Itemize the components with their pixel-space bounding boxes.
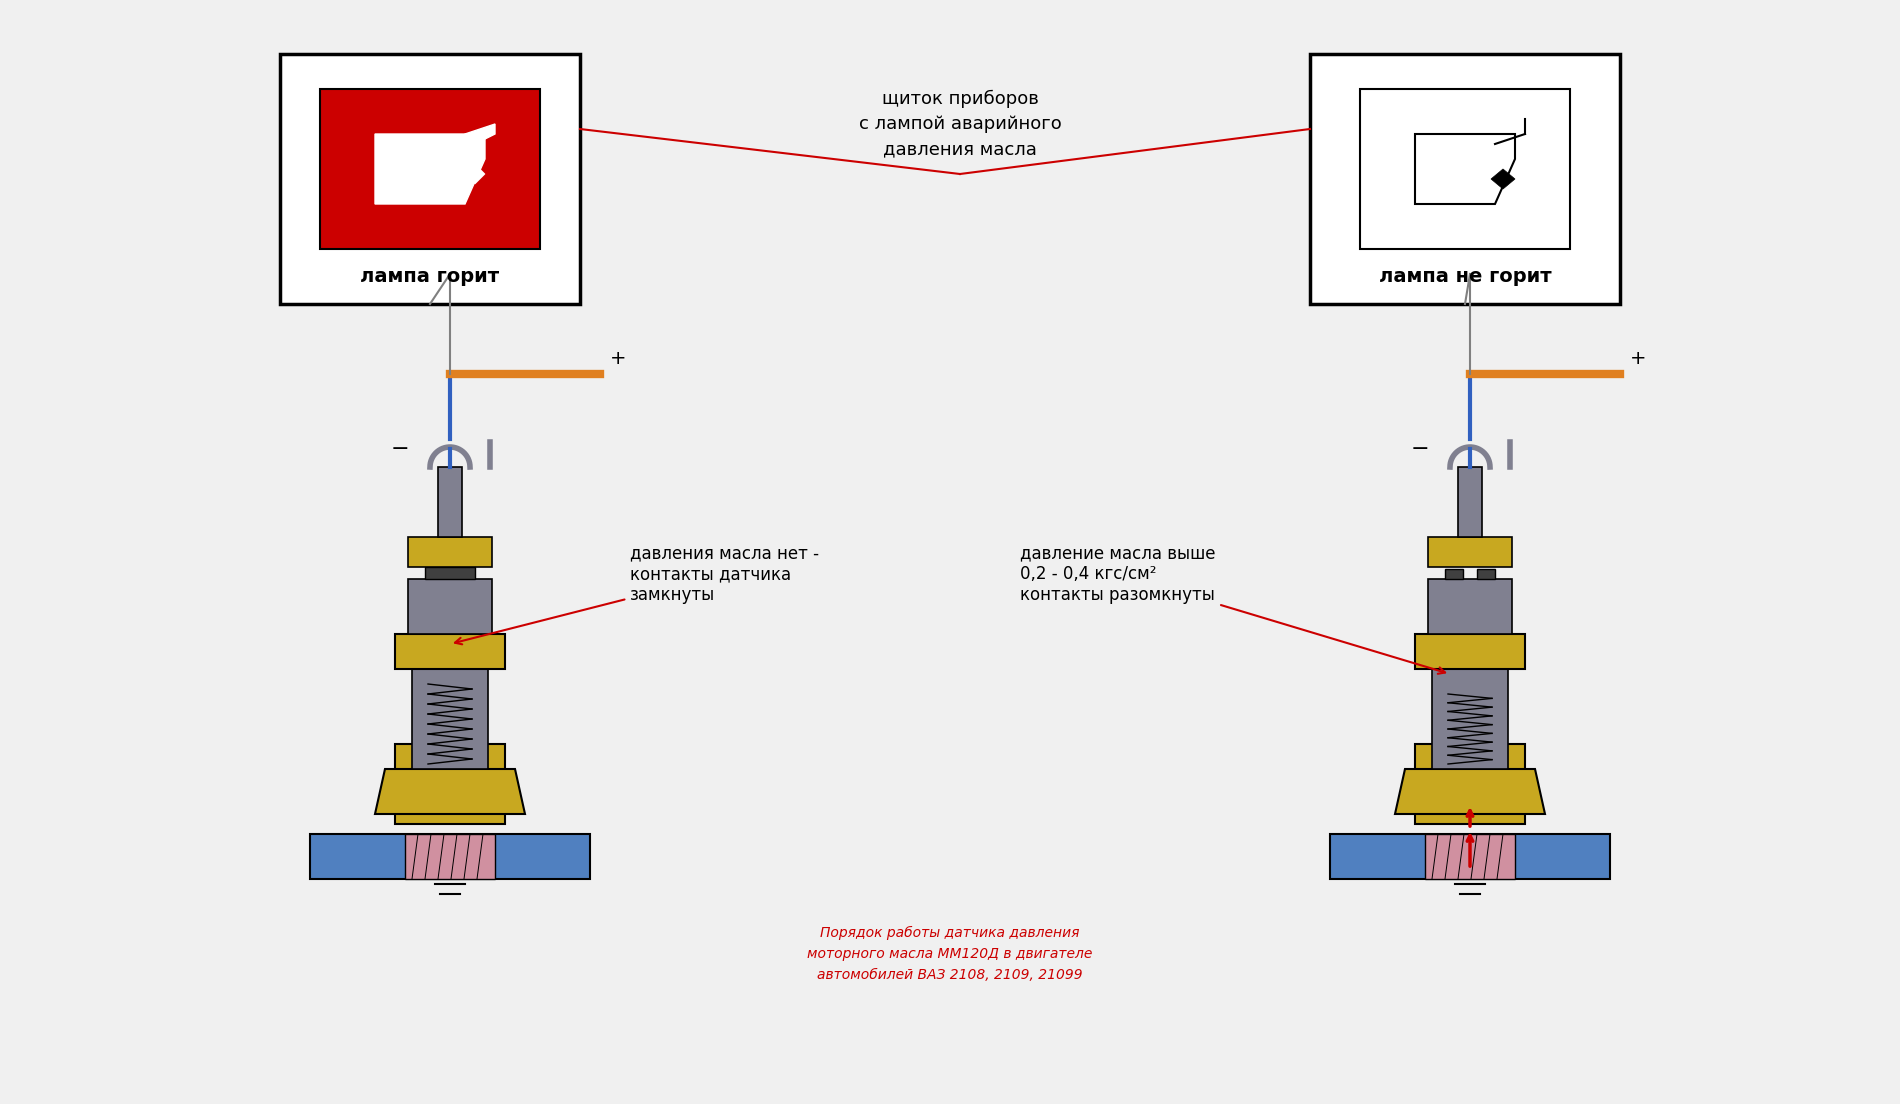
Text: −: − (391, 439, 408, 459)
FancyBboxPatch shape (439, 467, 462, 537)
Text: лампа не горит: лампа не горит (1379, 266, 1550, 286)
Polygon shape (466, 164, 484, 184)
FancyBboxPatch shape (310, 834, 591, 879)
FancyBboxPatch shape (1416, 634, 1526, 669)
Bar (1309, 54, 1621, 304)
FancyBboxPatch shape (1429, 537, 1512, 567)
FancyBboxPatch shape (1433, 669, 1509, 769)
Text: щиток приборов
с лампой аварийного
давления масла: щиток приборов с лампой аварийного давле… (859, 89, 1062, 158)
Text: лампа горит: лампа горит (361, 266, 500, 286)
Polygon shape (1395, 769, 1545, 814)
FancyBboxPatch shape (1446, 569, 1463, 578)
FancyBboxPatch shape (1330, 834, 1609, 879)
FancyBboxPatch shape (1416, 744, 1526, 824)
FancyBboxPatch shape (1425, 834, 1514, 879)
Polygon shape (466, 124, 496, 149)
Text: +: + (610, 350, 627, 369)
Text: давления масла нет -
контакты датчика
замкнуты: давления масла нет - контакты датчика за… (454, 544, 819, 645)
FancyBboxPatch shape (395, 744, 505, 824)
Polygon shape (374, 769, 524, 814)
FancyBboxPatch shape (426, 567, 475, 578)
Bar (1360, 89, 1569, 250)
Text: +: + (1630, 350, 1647, 369)
FancyBboxPatch shape (412, 669, 488, 769)
FancyBboxPatch shape (1457, 467, 1482, 537)
FancyBboxPatch shape (1429, 578, 1512, 634)
FancyBboxPatch shape (395, 634, 505, 669)
Text: давление масла выше
0,2 - 0,4 кгс/см²
контакты разомкнуты: давление масла выше 0,2 - 0,4 кгс/см² ко… (1020, 544, 1446, 673)
FancyBboxPatch shape (408, 578, 492, 634)
FancyBboxPatch shape (405, 834, 496, 879)
FancyBboxPatch shape (1476, 569, 1495, 578)
Text: Порядок работы датчика давления
моторного масла ММ120Д в двигателе
автомобилей В: Порядок работы датчика давления моторног… (808, 926, 1092, 981)
Bar (279, 54, 580, 304)
Polygon shape (1492, 169, 1514, 189)
Bar (319, 89, 540, 250)
Polygon shape (374, 134, 484, 204)
FancyBboxPatch shape (408, 537, 492, 567)
Text: −: − (1410, 439, 1429, 459)
